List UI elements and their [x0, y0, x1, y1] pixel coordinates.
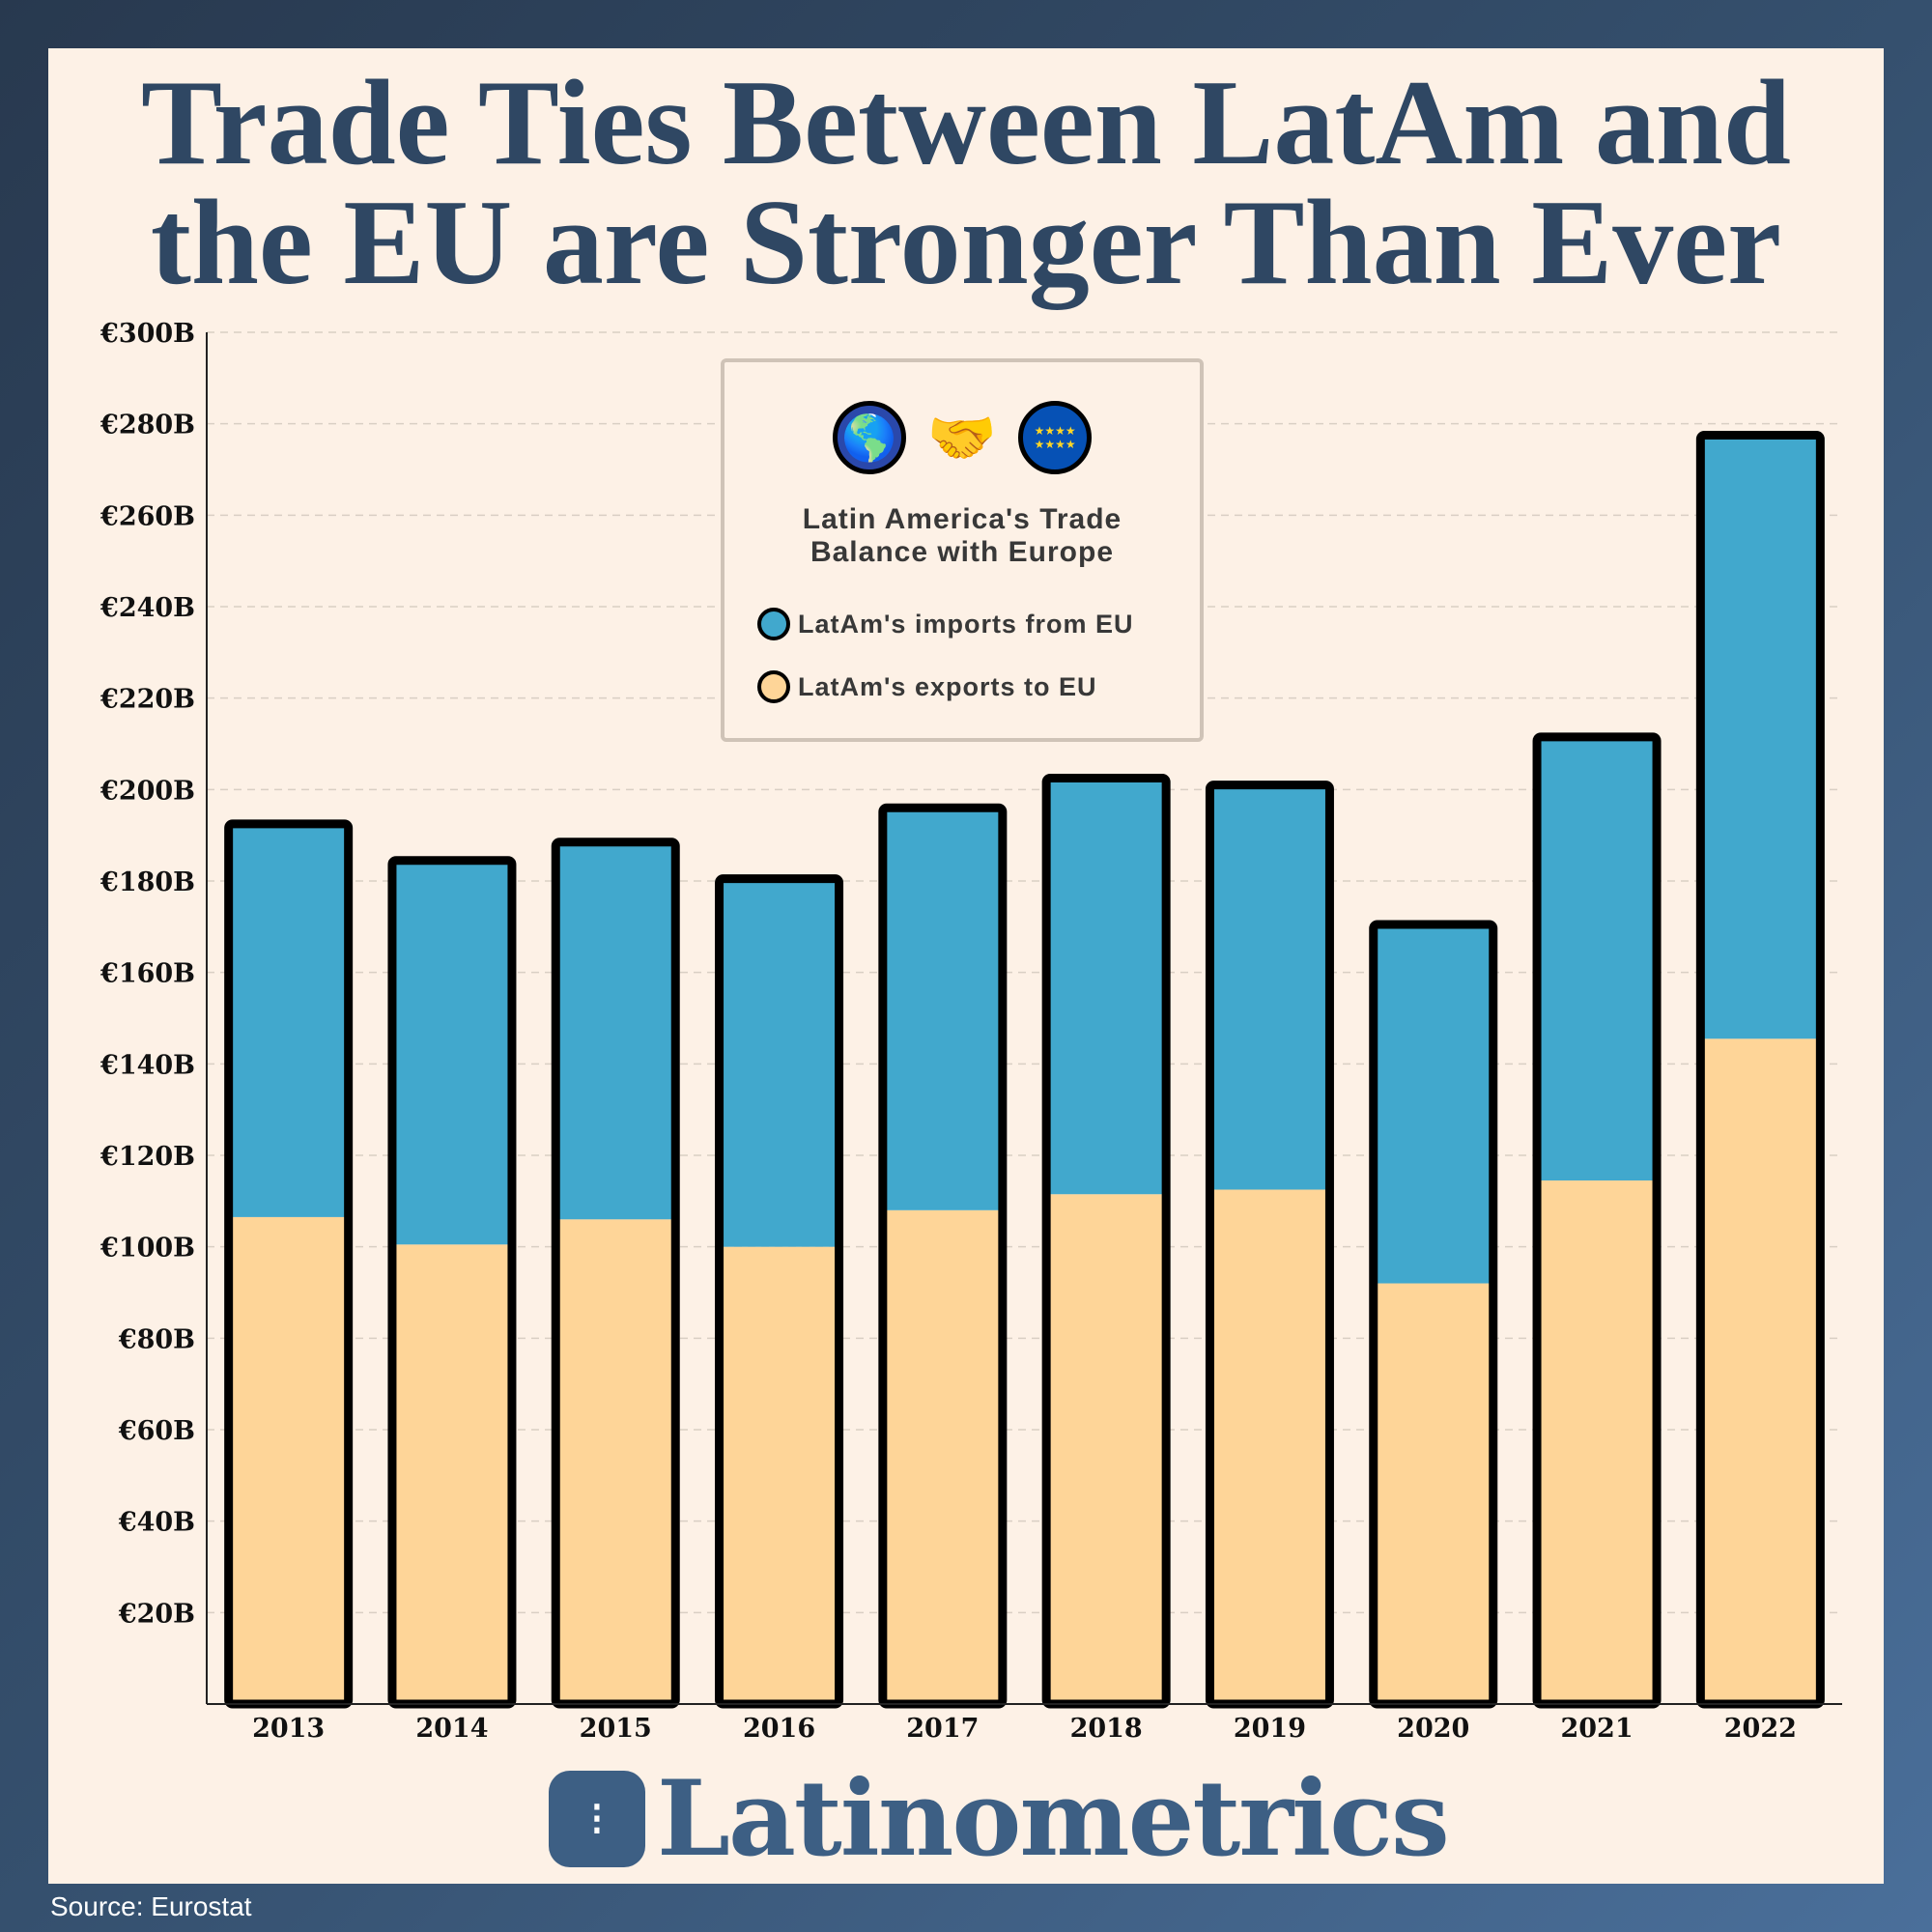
y-tick-label: €40B	[118, 1508, 195, 1538]
y-tick-label: €200B	[99, 776, 195, 806]
y-tick-label: €160B	[99, 959, 195, 989]
bar-segment-imports	[1700, 435, 1821, 1039]
x-tick-label: 2017	[906, 1714, 979, 1744]
bar-segment-exports	[882, 1209, 1003, 1704]
y-tick-label: €140B	[99, 1050, 195, 1080]
y-tick-label: €20B	[118, 1599, 195, 1629]
source-note: Source: Eurostat	[50, 1891, 252, 1921]
eu-flag-icon: ★★★★ ★★★★	[1018, 401, 1093, 474]
bar-segment-exports	[1700, 1038, 1821, 1704]
y-tick-label: €100B	[99, 1234, 195, 1264]
y-tick-label: €280B	[99, 411, 195, 440]
bar-segment-imports	[555, 841, 676, 1220]
latin-america-globe-icon: 🌎	[832, 401, 906, 474]
legend-item-imports: LatAm's imports from EU	[757, 608, 1133, 640]
y-tick-label: €220B	[99, 685, 195, 715]
x-tick-label: 2019	[1234, 1714, 1306, 1744]
handshake-icon: 🤝	[926, 404, 998, 470]
bar-segment-exports	[1537, 1180, 1658, 1704]
y-tick-label: €120B	[99, 1142, 195, 1172]
bar-segment-imports	[882, 808, 1003, 1210]
bar-segment-exports	[555, 1219, 676, 1704]
bar-2013	[224, 819, 354, 1709]
legend-label-exports: LatAm's exports to EU	[798, 671, 1097, 701]
y-tick-label: €240B	[99, 593, 195, 623]
x-tick-label: 2018	[1070, 1714, 1143, 1744]
y-tick-label: €60B	[118, 1416, 195, 1446]
x-tick-label: 2016	[743, 1714, 815, 1744]
x-tick-label: 2014	[415, 1714, 488, 1744]
bar-segment-imports	[1209, 784, 1330, 1190]
legend-item-exports: LatAm's exports to EU	[757, 670, 1096, 703]
bar-segment-exports	[719, 1246, 839, 1704]
latin-america-map-icon: ⁝	[549, 1771, 645, 1867]
y-tick-label: €80B	[118, 1324, 195, 1354]
y-tick-label: €300B	[99, 319, 195, 349]
x-tick-label: 2021	[1560, 1714, 1633, 1744]
page-title: Trade Ties Between LatAm and the EU are …	[48, 56, 1884, 310]
bar-segment-exports	[391, 1244, 512, 1704]
bar-2015	[551, 838, 680, 1709]
bar-segment-exports	[228, 1216, 349, 1704]
bar-2020	[1369, 920, 1498, 1709]
bar-segment-imports	[1373, 923, 1493, 1284]
bar-2022	[1695, 431, 1825, 1709]
bar-segment-imports	[719, 878, 839, 1247]
logo-text: Latinometrics	[657, 1758, 1450, 1880]
bar-segment-imports	[1537, 736, 1658, 1181]
bar-segment-imports	[391, 860, 512, 1245]
imports-swatch	[757, 608, 790, 640]
bar-segment-exports	[1373, 1283, 1493, 1704]
bar-segment-imports	[228, 823, 349, 1217]
y-tick-label: €260B	[99, 501, 195, 531]
bar-2021	[1532, 732, 1662, 1709]
title-line-2: the EU are Stronger Than Ever	[150, 176, 1782, 310]
x-tick-label: 2020	[1397, 1714, 1469, 1744]
bar-2019	[1205, 781, 1334, 1709]
x-tick-label: 2013	[252, 1714, 325, 1744]
legend: 🌎 🤝 ★★★★ ★★★★ Latin America's Trade Balan…	[721, 358, 1204, 742]
bar-2018	[1041, 774, 1171, 1709]
x-tick-label: 2022	[1724, 1714, 1797, 1744]
legend-title: Latin America's Trade Balance with Europ…	[724, 503, 1200, 569]
bar-2017	[878, 803, 1008, 1709]
title-line-1: Trade Ties Between LatAm and	[140, 56, 1791, 190]
legend-title-line-1: Latin America's Trade	[802, 503, 1122, 535]
bar-2016	[715, 874, 844, 1709]
y-tick-label: €180B	[99, 867, 195, 897]
bar-2014	[387, 856, 517, 1709]
exports-swatch	[757, 670, 790, 703]
x-tick-label: 2015	[580, 1714, 652, 1744]
latinometrics-logo: ⁝ Latinometrics	[549, 1758, 1450, 1880]
bar-segment-exports	[1209, 1189, 1330, 1704]
bar-segment-exports	[1046, 1194, 1167, 1704]
legend-label-imports: LatAm's imports from EU	[798, 609, 1134, 639]
legend-title-line-2: Balance with Europe	[810, 536, 1115, 568]
bar-segment-imports	[1046, 778, 1167, 1195]
